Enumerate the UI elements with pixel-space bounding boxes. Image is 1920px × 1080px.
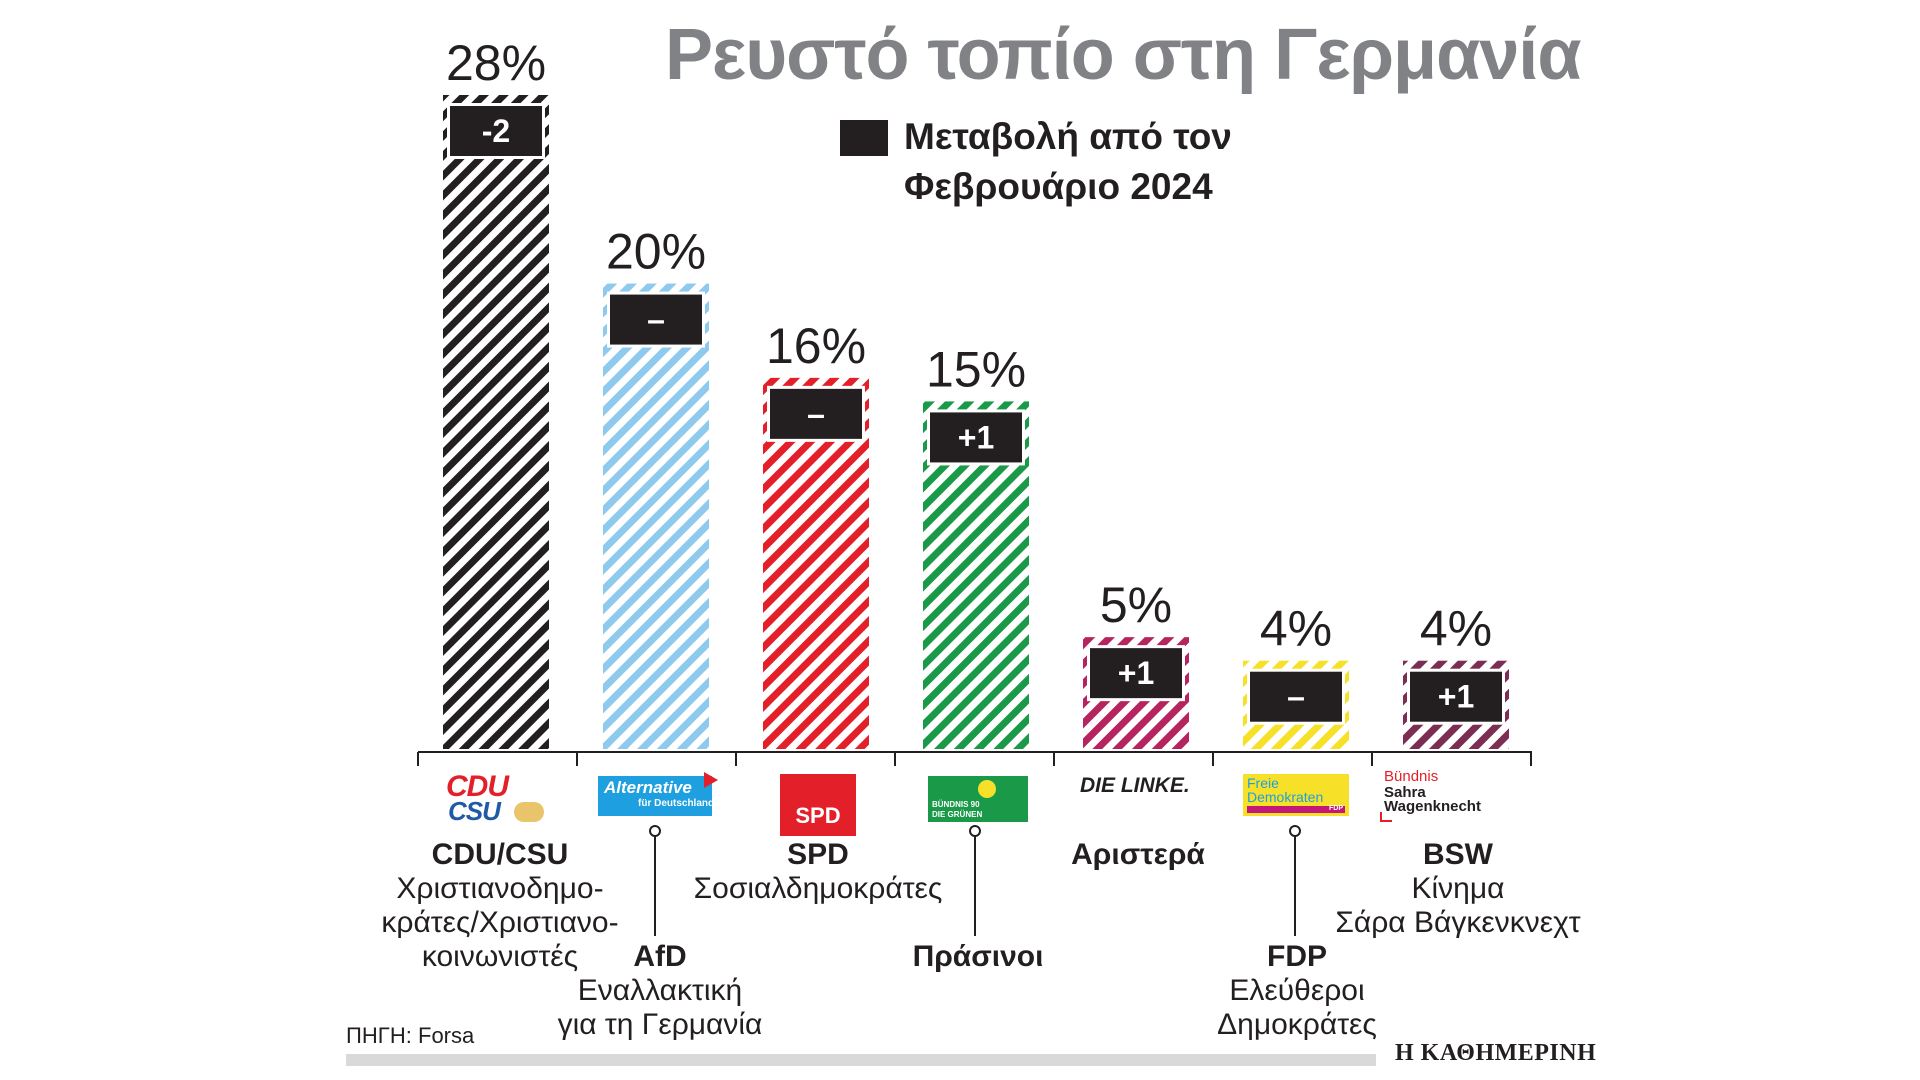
value-label: 16% (766, 318, 866, 374)
arrow-icon (704, 772, 718, 788)
sunflower-icon (978, 780, 996, 798)
spd-logo: SPD (780, 774, 856, 836)
brand-logo: Η ΚΑΘΗΜΕΡΙΝΗ (1395, 1040, 1597, 1066)
gruene-logo: BÜNDNIS 90 DIE GRÜNEN (928, 776, 1028, 822)
change-box (610, 294, 702, 345)
bsw-logo-line2: Sahra (1384, 784, 1426, 801)
party-label-cdu-csu: CDU/CSU Χριστιανοδημο- κράτες/Χριστιανο-… (335, 838, 665, 974)
linke-logo: DIE LINKE. (1080, 774, 1210, 802)
afd-logo: Alternative für Deutschland (598, 772, 718, 816)
source-note: ΠΗΓΗ: Forsa (346, 1023, 475, 1048)
party-fullname: Εναλλακτική για τη Γερμανία (557, 974, 763, 1041)
party-abbr: CDU/CSU (431, 838, 569, 871)
value-label: 28% (446, 35, 546, 91)
fdp-logo-tag: FDP (1329, 805, 1343, 812)
chart-title: Ρευστό τοπίο στη Γερμανία (665, 15, 1582, 95)
party-abbr: Αριστερά (1071, 838, 1205, 871)
change-label: +1 (1118, 655, 1154, 691)
value-label: 15% (926, 341, 1026, 397)
party-abbr: BSW (1423, 838, 1493, 871)
change-box (450, 106, 542, 156)
party-abbr: AfD (633, 940, 687, 973)
afd-logo-sub: für Deutschland (638, 798, 715, 809)
bars-group: -2 28% – 20% – 16% +1 15% +1 5% – 4% +1 4% (437, 35, 1515, 756)
x-axis (417, 751, 1532, 936)
fdp-logo-line2: Demokraten (1247, 789, 1324, 805)
party-abbr: FDP (1267, 940, 1327, 973)
leader-dot (969, 825, 981, 837)
bsw-logo: Bündnis Sahra Wagenknecht (1380, 768, 1530, 822)
bar-AfD (597, 277, 715, 755)
spd-logo-text: SPD (795, 803, 841, 828)
change-label: – (807, 396, 825, 432)
fdp-logo: Freie Demokraten FDP (1243, 774, 1349, 816)
change-box (770, 388, 862, 439)
change-label: -2 (482, 113, 510, 149)
party-label-bsw: BSW Κίνημα Σάρα Βάγκενκνεχτ (1293, 838, 1623, 940)
change-box (1250, 671, 1342, 722)
bar-CDU/CSU (437, 89, 555, 755)
cdu-csu-logo: CDU CSU (444, 770, 554, 826)
party-abbr: Πράσινοι (912, 940, 1044, 973)
cdu-logo-text: CDU (446, 770, 509, 803)
party-fullname: Κίνημα Σάρα Βάγκενκνεχτ (1335, 872, 1581, 939)
party-fullname: Σοσιαλδημοκράτες (693, 872, 943, 905)
party-label-afd: AfD Εναλλακτική για τη Γερμανία (495, 940, 825, 1042)
change-box (930, 412, 1022, 463)
party-fullname: Χριστιανοδημο- κράτες/Χριστιανο- κοινωνι… (381, 872, 619, 973)
legend-swatch (840, 120, 888, 156)
party-fullname: Ελεύθεροι Δημοκράτες (1217, 974, 1377, 1041)
party-label-fdp: FDP Ελεύθεροι Δημοκράτες (1132, 940, 1462, 1042)
change-label: +1 (958, 419, 994, 455)
fdp-logo-stripe (1247, 806, 1345, 813)
bsw-logo-line3: Wagenknecht (1384, 798, 1481, 815)
legend-label: Μεταβολή από τον Φεβρουάριο 2024 (904, 116, 1232, 207)
bsw-logo-corner (1380, 812, 1392, 822)
lion-icon (514, 802, 544, 822)
fdp-logo-line1: Freie (1247, 775, 1279, 791)
change-label: – (647, 302, 665, 338)
value-label: 20% (606, 224, 706, 280)
change-box (1410, 671, 1502, 722)
bsw-logo-line1: Bündnis (1384, 768, 1439, 785)
footer-bar (346, 1054, 1376, 1066)
party-label-linke: Αριστερά (973, 838, 1303, 872)
party-label-gruene: Πράσινοι (813, 940, 1143, 974)
party-abbr: SPD (787, 838, 849, 871)
leader-dot (649, 825, 661, 837)
csu-logo-text: CSU (448, 796, 501, 826)
change-label: +1 (1438, 679, 1474, 715)
party-label-spd: SPD Σοσιαλδημοκράτες (653, 838, 983, 906)
gruene-logo-line1: BÜNDNIS 90 (932, 800, 980, 809)
afd-logo-main: Alternative (604, 778, 692, 797)
leader-dot (1289, 825, 1301, 837)
linke-logo-text: DIE LINKE. (1080, 774, 1190, 797)
gruene-logo-line2: DIE GRÜNEN (932, 810, 983, 819)
change-label: – (1287, 679, 1305, 715)
value-label: 4% (1260, 601, 1332, 657)
change-box (1090, 648, 1182, 699)
value-label: 4% (1420, 601, 1492, 657)
value-label: 5% (1100, 577, 1172, 633)
